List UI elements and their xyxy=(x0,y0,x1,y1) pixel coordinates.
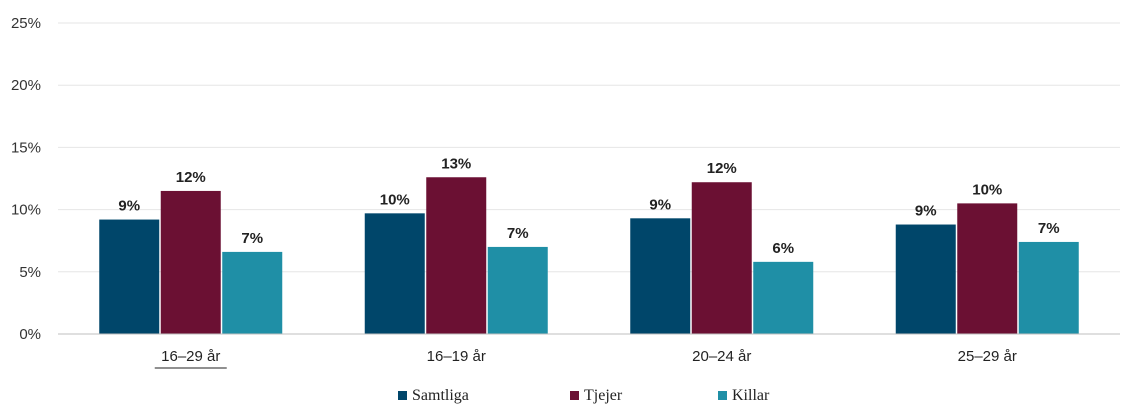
y-tick-label: 0% xyxy=(19,326,41,343)
data-label: 9% xyxy=(649,196,671,213)
data-label: 9% xyxy=(915,203,937,220)
data-label: 9% xyxy=(118,198,140,215)
y-tick-label: 5% xyxy=(19,264,41,281)
y-axis-ticks: 0% 5% 10% 15% 20% 25% xyxy=(11,15,41,343)
data-label: 10% xyxy=(380,191,410,208)
x-category-label: 25–29 år xyxy=(958,348,1017,365)
legend-label-tjejer: Tjejer xyxy=(584,387,623,404)
y-tick-label: 20% xyxy=(11,77,41,94)
data-label: 7% xyxy=(241,230,263,247)
data-label: 7% xyxy=(507,225,529,242)
bar-killar-2 xyxy=(753,261,814,334)
data-label: 13% xyxy=(441,155,471,172)
y-tick-label: 10% xyxy=(11,202,41,219)
bar-samtliga-0 xyxy=(99,219,160,334)
x-category-label: 16–29 år xyxy=(161,348,220,365)
bar-samtliga-3 xyxy=(895,224,956,334)
data-labels: 9% 12% 7% 10% 13% 7% 9% 12% 6% 9% 10% 7% xyxy=(118,155,1059,257)
bar-killar-3 xyxy=(1018,241,1079,334)
bar-samtliga-1 xyxy=(364,213,425,334)
x-axis-categories: 16–29 år 16–19 år 20–24 år 25–29 år xyxy=(154,348,1017,369)
bar-samtliga-2 xyxy=(630,218,691,334)
legend-swatch-tjejer xyxy=(570,391,579,400)
y-tick-label: 15% xyxy=(11,139,41,156)
bar-killar-1 xyxy=(487,246,548,334)
bar-tjejer-3 xyxy=(957,203,1018,334)
y-tick-label: 25% xyxy=(11,15,41,32)
legend-swatch-killar xyxy=(718,391,727,400)
x-category-label: 20–24 år xyxy=(692,348,751,365)
legend: Samtliga Tjejer Killar xyxy=(398,387,770,404)
bar-tjejer-2 xyxy=(691,182,752,334)
data-label: 7% xyxy=(1038,220,1060,237)
data-label: 12% xyxy=(176,169,206,186)
bar-killar-0 xyxy=(222,251,283,334)
legend-swatch-samtliga xyxy=(398,391,407,400)
bar-tjejer-0 xyxy=(160,190,221,334)
bar-tjejer-1 xyxy=(426,177,487,334)
legend-label-samtliga: Samtliga xyxy=(412,387,469,404)
bars xyxy=(99,177,1079,334)
x-category-label: 16–19 år xyxy=(427,348,486,365)
data-label: 6% xyxy=(772,240,794,257)
data-label: 12% xyxy=(707,160,737,177)
legend-label-killar: Killar xyxy=(732,387,770,404)
data-label: 10% xyxy=(972,181,1002,198)
